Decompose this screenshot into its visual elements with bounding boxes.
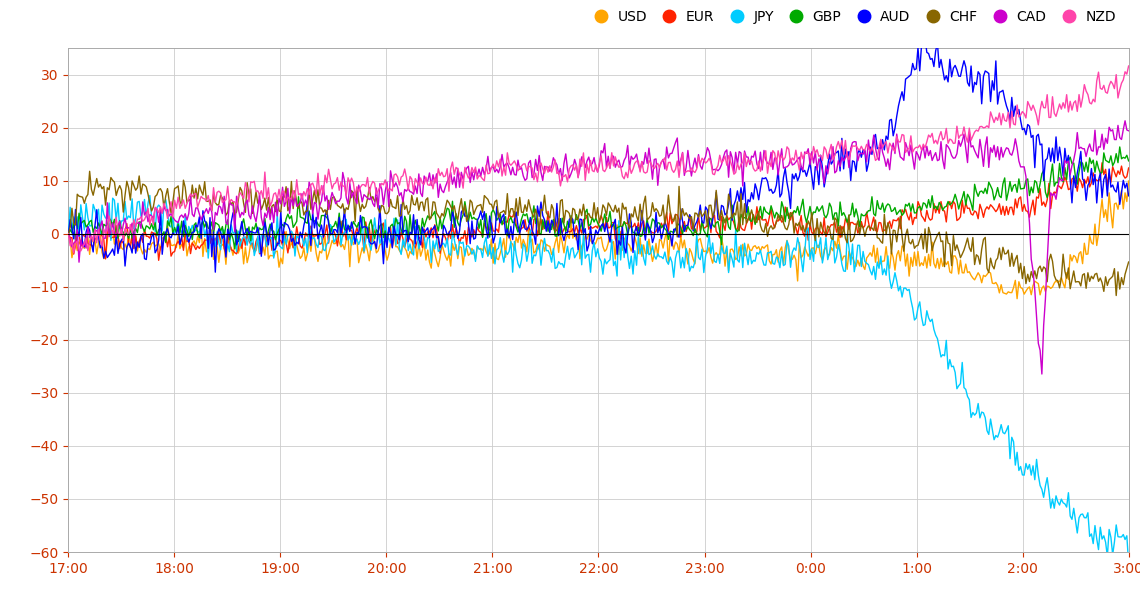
EUR [772,217,785,224]
JPY [689,258,702,265]
USD [860,254,873,262]
Line: NZD: NZD [68,66,1129,253]
EUR [62,230,75,237]
JPY [772,255,785,262]
USD [334,244,348,251]
NZD [67,250,81,257]
AUD [689,222,702,229]
EUR [251,233,264,241]
NZD [543,162,556,169]
EUR [862,218,876,226]
EUR [1096,159,1109,166]
JPY [543,251,556,258]
NZD [251,187,264,194]
USD [1010,295,1024,302]
AUD [862,160,876,167]
CHF [772,211,785,218]
CAD [1122,127,1135,134]
GBP [251,229,264,236]
CHF [689,209,702,217]
EUR [1122,164,1135,172]
GBP [1122,157,1135,164]
GBP [1113,143,1126,151]
AUD [1122,192,1135,199]
GBP [862,207,876,214]
EUR [336,233,350,240]
GBP [62,230,75,237]
Line: CAD: CAD [68,121,1129,374]
AUD [251,224,264,231]
EUR [152,257,165,264]
CHF [862,222,876,229]
AUD [62,230,75,237]
NZD [772,147,785,154]
NZD [1122,62,1135,70]
AUD [209,269,222,276]
CHF [1122,259,1135,266]
NZD [862,145,876,152]
GBP [228,245,242,253]
GBP [689,225,702,232]
GBP [336,217,350,224]
USD [542,242,555,249]
NZD [689,169,702,176]
NZD [336,182,350,190]
EUR [689,229,702,236]
Line: JPY: JPY [68,196,1129,563]
GBP [543,220,556,227]
JPY [142,192,156,199]
Line: GBP: GBP [68,147,1129,249]
AUD [543,229,556,236]
JPY [62,230,75,237]
CAD [686,162,700,169]
USD [62,230,75,237]
CAD [860,158,873,166]
CHF [336,200,350,208]
AUD [336,221,350,229]
CAD [542,163,555,170]
CAD [1118,117,1132,124]
CHF [251,200,264,207]
CHF [1109,292,1123,299]
CHF [83,168,97,175]
Line: CHF: CHF [68,172,1129,296]
Legend: USD, EUR, JPY, GBP, AUD, CHF, CAD, NZD: USD, EUR, JPY, GBP, AUD, CHF, CAD, NZD [581,5,1122,29]
CAD [1035,370,1049,377]
USD [686,256,700,263]
AUD [772,167,785,174]
CAD [250,218,263,225]
CHF [543,214,556,221]
CAD [62,230,75,237]
GBP [772,211,785,218]
EUR [543,226,556,233]
CHF [62,230,75,237]
USD [1122,178,1135,185]
AUD [918,34,931,41]
CAD [334,194,348,202]
JPY [862,261,876,268]
Line: USD: USD [68,181,1129,299]
USD [770,246,783,253]
JPY [1122,559,1135,566]
NZD [62,230,75,237]
JPY [251,232,264,239]
Line: AUD: AUD [68,38,1129,272]
CAD [770,155,783,162]
JPY [336,230,350,238]
USD [250,247,263,254]
Line: EUR: EUR [68,163,1129,260]
